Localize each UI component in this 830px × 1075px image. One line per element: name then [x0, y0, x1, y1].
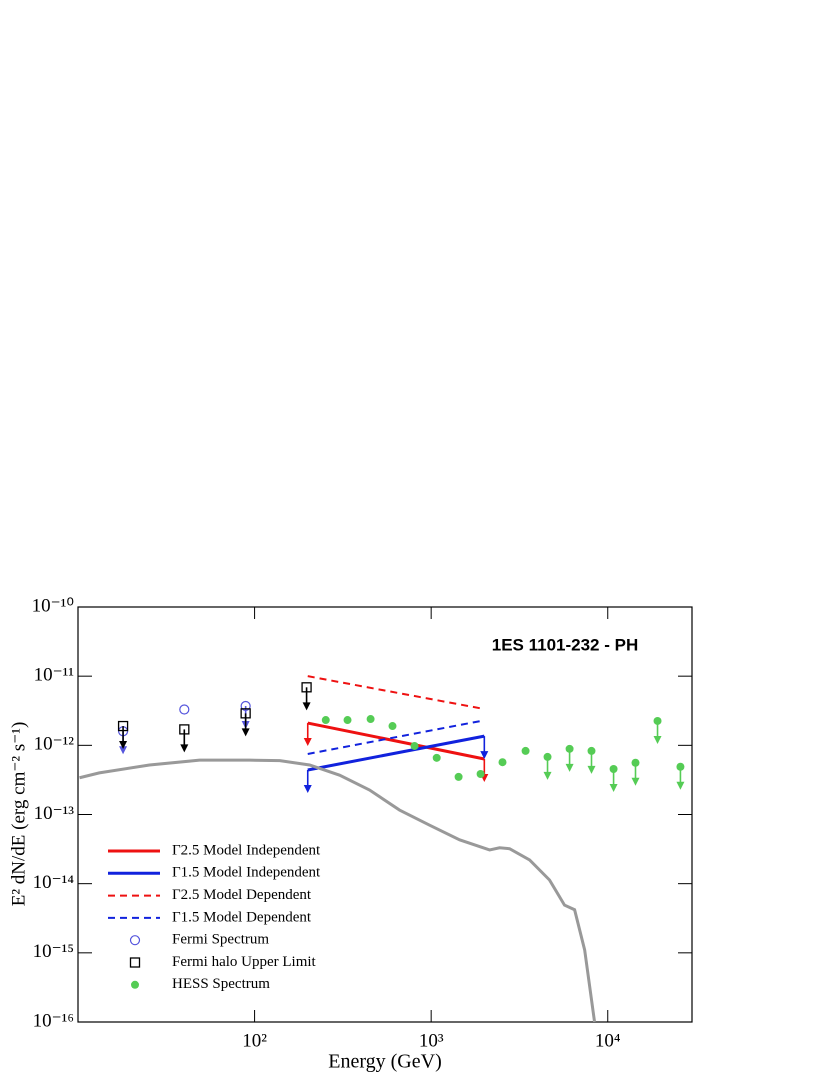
line: [79, 758, 597, 1022]
y-tick-label: 10⁻¹⁵: [33, 941, 74, 962]
x-tick-label: 10²: [242, 1030, 267, 1051]
upper-limit-head: [180, 744, 189, 753]
point: [653, 716, 662, 725]
point: [476, 770, 485, 779]
point: [366, 715, 375, 724]
legend-label: Γ1.5 Model Independent: [172, 865, 321, 881]
y-tick-label: 10⁻¹²: [34, 734, 75, 755]
legend-label: Γ1.5 Model Dependent: [172, 909, 312, 925]
y-tick-label: 10⁻¹⁴: [33, 872, 75, 893]
point: [410, 741, 419, 750]
legend-marker: [129, 935, 141, 946]
upper-limit-head: [303, 738, 312, 747]
point: [117, 720, 129, 732]
point: [498, 758, 507, 767]
y-tick-label: 10⁻¹⁰: [32, 595, 74, 616]
upper-limit-head: [587, 765, 596, 774]
y-tick-label: 10⁻¹³: [34, 803, 75, 824]
line: [307, 734, 485, 772]
y-tick-label: 10⁻¹¹: [34, 665, 75, 686]
point: [454, 772, 463, 781]
point: [301, 682, 312, 693]
legend-label: Γ2.5 Model Independent: [172, 842, 321, 858]
y-axis-label: E² dN/dE (erg cm⁻² s⁻¹): [8, 722, 29, 907]
legend-marker: [131, 980, 139, 989]
plot-frame: [77, 606, 693, 1023]
upper-limit-head: [303, 784, 312, 793]
legend-label: Γ2.5 Model Dependent: [172, 887, 312, 903]
point: [565, 744, 574, 753]
x-axis-label: Energy (GeV): [328, 1051, 441, 1073]
upper-limit-head: [631, 777, 640, 786]
point: [609, 764, 618, 773]
point: [179, 704, 190, 715]
point: [240, 700, 251, 712]
y-tick-label: 10⁻¹⁶: [33, 1010, 74, 1031]
chart-title: 1ES 1101-232 - PH: [492, 635, 638, 654]
legend-label: Fermi halo Upper Limit: [172, 954, 317, 970]
point: [543, 752, 552, 761]
upper-limit-head: [119, 741, 128, 750]
plot-area: [79, 675, 685, 1022]
legend-label: Fermi Spectrum: [172, 932, 269, 948]
upper-limit-head: [119, 746, 128, 755]
point: [631, 758, 640, 767]
point: [343, 716, 352, 725]
upper-limit-head: [241, 728, 250, 737]
legend-marker: [129, 957, 141, 968]
upper-limit-head: [302, 702, 311, 711]
legend-label: HESS Spectrum: [172, 976, 270, 992]
x-tick-label: 10³: [419, 1030, 444, 1051]
point: [676, 762, 685, 771]
upper-limit-head: [676, 781, 685, 790]
point: [587, 746, 596, 755]
upper-limit-head: [653, 735, 662, 744]
upper-limit-head: [543, 771, 552, 780]
line: [307, 721, 485, 761]
point: [240, 708, 251, 719]
x-tick-label: 10⁴: [595, 1030, 621, 1051]
point: [432, 753, 441, 762]
upper-limit-head: [565, 763, 574, 772]
point: [521, 746, 530, 755]
point: [179, 724, 190, 735]
upper-limit-head: [609, 783, 618, 792]
point: [321, 716, 330, 725]
upper-limit-head: [480, 751, 489, 760]
line: [307, 719, 485, 755]
point: [388, 722, 397, 731]
line: [307, 675, 485, 711]
